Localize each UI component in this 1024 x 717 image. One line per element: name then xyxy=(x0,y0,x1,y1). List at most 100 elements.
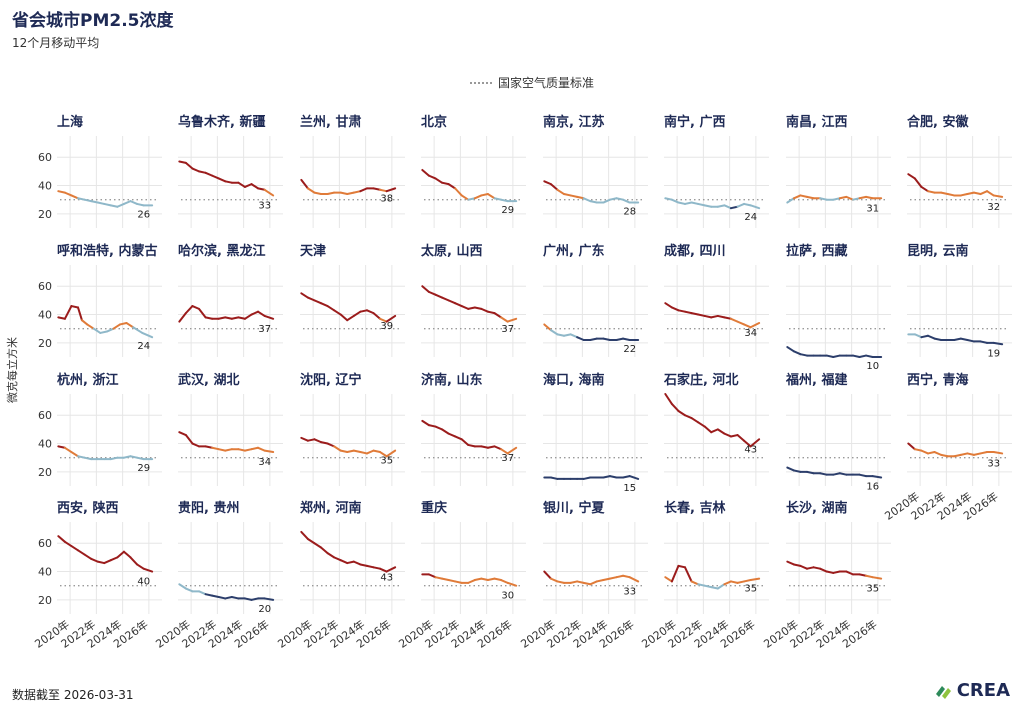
series-line xyxy=(224,316,233,320)
series-line xyxy=(493,197,503,201)
series-line xyxy=(992,341,1004,346)
series-line xyxy=(116,550,125,559)
series-line xyxy=(460,194,470,201)
series-line xyxy=(204,593,214,597)
series-line xyxy=(966,191,975,196)
series-line xyxy=(670,402,680,412)
series-line xyxy=(250,597,260,601)
series-line xyxy=(339,191,349,196)
series-line xyxy=(184,587,194,593)
y-axis-label: 微克每立方米 xyxy=(5,337,19,403)
panel-title: 太原, 山西 xyxy=(420,243,482,259)
series-line xyxy=(832,197,841,201)
series-line xyxy=(690,417,700,424)
y-tick-label: 60 xyxy=(38,151,52,164)
series-line xyxy=(556,188,565,196)
series-line xyxy=(346,449,355,454)
data-label: 38 xyxy=(380,193,393,204)
series-line xyxy=(447,579,457,583)
panel-title: 海口, 海南 xyxy=(543,372,604,388)
data-label: 15 xyxy=(623,483,636,494)
panel-title: 银川, 宁夏 xyxy=(543,500,605,516)
series-line xyxy=(858,195,868,200)
series-line xyxy=(217,596,227,600)
series-line xyxy=(615,574,625,579)
data-label: 43 xyxy=(744,444,757,455)
panel-title: 石家庄, 河北 xyxy=(663,372,738,388)
series-line xyxy=(933,451,943,456)
series-line xyxy=(615,337,625,342)
series-line xyxy=(799,564,808,570)
series-line xyxy=(940,191,949,196)
panel-title: 长春, 吉林 xyxy=(664,500,725,516)
series-line xyxy=(927,451,936,455)
series-line xyxy=(819,567,828,573)
series-line xyxy=(243,597,253,601)
series-line xyxy=(263,314,275,320)
series-line xyxy=(122,200,132,205)
series-line xyxy=(549,476,559,480)
series-line xyxy=(92,327,102,334)
series-line xyxy=(716,314,726,319)
series-line xyxy=(589,580,598,586)
series-line xyxy=(608,475,618,479)
series-line xyxy=(493,312,503,319)
series-line xyxy=(506,446,518,455)
data-label: 28 xyxy=(623,207,636,218)
series-line xyxy=(379,451,388,458)
series-line xyxy=(743,439,752,448)
series-line xyxy=(434,425,443,431)
legend: 国家空气质量标准 xyxy=(470,74,594,91)
series-line xyxy=(83,553,93,560)
series-line xyxy=(486,445,496,449)
series-line xyxy=(865,195,874,200)
series-line xyxy=(313,191,322,196)
y-tick-label: 20 xyxy=(38,466,52,479)
series-line xyxy=(300,436,309,442)
series-line xyxy=(434,576,443,580)
series-line xyxy=(320,302,329,308)
series-line xyxy=(77,549,86,556)
series-line xyxy=(136,563,145,570)
series-line xyxy=(320,441,329,445)
series-line xyxy=(480,307,489,313)
series-line xyxy=(677,564,686,569)
series-line xyxy=(792,350,802,356)
series-line xyxy=(454,187,463,197)
series-line xyxy=(986,190,995,197)
series-line xyxy=(372,312,382,320)
series-line xyxy=(871,475,883,479)
series-line xyxy=(326,552,336,559)
series-line xyxy=(136,202,145,207)
series-line xyxy=(320,546,329,555)
series-line xyxy=(582,197,592,203)
series-line xyxy=(749,322,761,329)
series-line xyxy=(257,446,266,452)
series-line xyxy=(359,563,368,567)
series-line xyxy=(684,566,693,583)
series-line xyxy=(211,594,220,599)
series-line xyxy=(467,197,476,201)
series-line xyxy=(473,577,483,582)
data-label: 37 xyxy=(501,324,514,335)
series-line xyxy=(486,577,496,582)
panel-title: 哈尔滨, 黑龙江 xyxy=(178,243,265,259)
series-line xyxy=(480,445,489,449)
series-line xyxy=(125,322,135,329)
series-line xyxy=(447,299,457,305)
data-label: 32 xyxy=(987,202,1000,213)
series-line xyxy=(339,313,349,322)
series-line xyxy=(313,542,322,549)
series-line xyxy=(83,198,93,203)
series-line xyxy=(90,557,99,563)
series-line xyxy=(845,195,854,201)
series-line xyxy=(799,194,808,198)
series-line xyxy=(792,563,802,567)
series-line xyxy=(927,334,936,340)
series-line xyxy=(427,573,437,579)
series-line xyxy=(907,442,916,451)
series-line xyxy=(703,204,713,208)
series-line xyxy=(500,448,509,455)
series-line xyxy=(992,451,1004,455)
